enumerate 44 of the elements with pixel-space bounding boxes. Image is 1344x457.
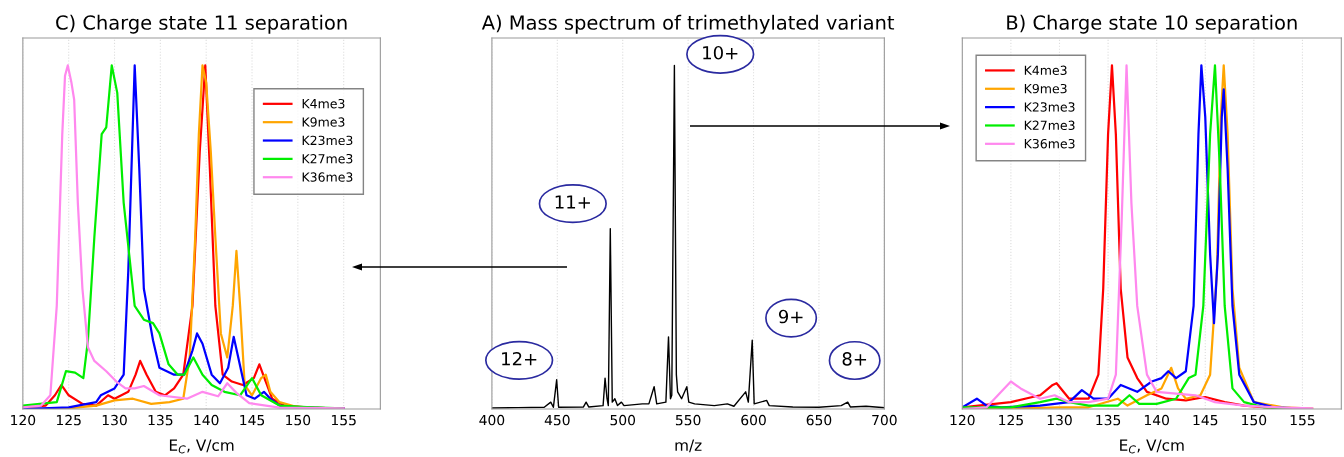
x-tick-label: 135 (148, 414, 173, 426)
x-tick-label: 450 (544, 414, 570, 426)
x-tick-label: 140 (1144, 414, 1169, 426)
legend-label: K36me3 (1024, 138, 1075, 149)
x-tick-label: 145 (240, 415, 265, 426)
x-tick-label: 120 (11, 414, 36, 426)
x-tick-label: 400 (479, 414, 505, 426)
annotation: 10+ (703, 45, 738, 60)
x-tick-label: 140 (194, 414, 219, 426)
annotation: 12+ (502, 351, 537, 366)
x-tick-label: 650 (806, 414, 832, 426)
legend-label: K23me3 (1024, 102, 1075, 112)
x-tick-label: 145 (1193, 415, 1218, 426)
annotation: 11+ (555, 195, 590, 209)
x-tick-label: 600 (741, 414, 766, 426)
legend-label: K4me3 (1024, 65, 1067, 75)
x-tick-label: 135 (1096, 414, 1121, 426)
legend-label: K36me3 (302, 172, 353, 182)
x-tick-label: 125 (999, 414, 1023, 426)
x-axis-title: E$_{C}$, V/cm (169, 439, 234, 454)
x-axis-title: E$_{C}$, V/cm (1120, 439, 1184, 454)
x-tick-label: 150 (286, 414, 311, 426)
x-tick-label: 130 (102, 414, 127, 426)
annotation: 9+ (778, 309, 803, 324)
x-tick-label: 550 (675, 414, 701, 426)
legend-label: K27me3 (1024, 120, 1075, 131)
x-tick-label: 120 (950, 414, 975, 426)
x-tick-label: 155 (1290, 415, 1315, 426)
chart-title: C) Charge state 11 separation (56, 14, 347, 34)
x-tick-label: 130 (1047, 414, 1072, 426)
legend-label: K4me3 (302, 98, 345, 109)
x-tick-label: 155 (331, 415, 356, 426)
chart-title: A) Mass spectrum of trimethylated variant (481, 14, 895, 34)
x-tick-label: 700 (872, 414, 897, 426)
annotation: 8+ (842, 352, 867, 366)
x-axis-title: m/z (675, 439, 702, 453)
legend-label: K9me3 (302, 117, 345, 127)
legend-label: K23me3 (302, 135, 353, 146)
legend-label: K27me3 (302, 153, 353, 164)
x-tick-label: 150 (1242, 414, 1267, 426)
chart-title: B) Charge state 10 separation (1007, 14, 1297, 34)
legend-label: K9me3 (1024, 83, 1067, 94)
x-tick-label: 500 (610, 414, 636, 426)
x-tick-label: 125 (56, 414, 81, 426)
